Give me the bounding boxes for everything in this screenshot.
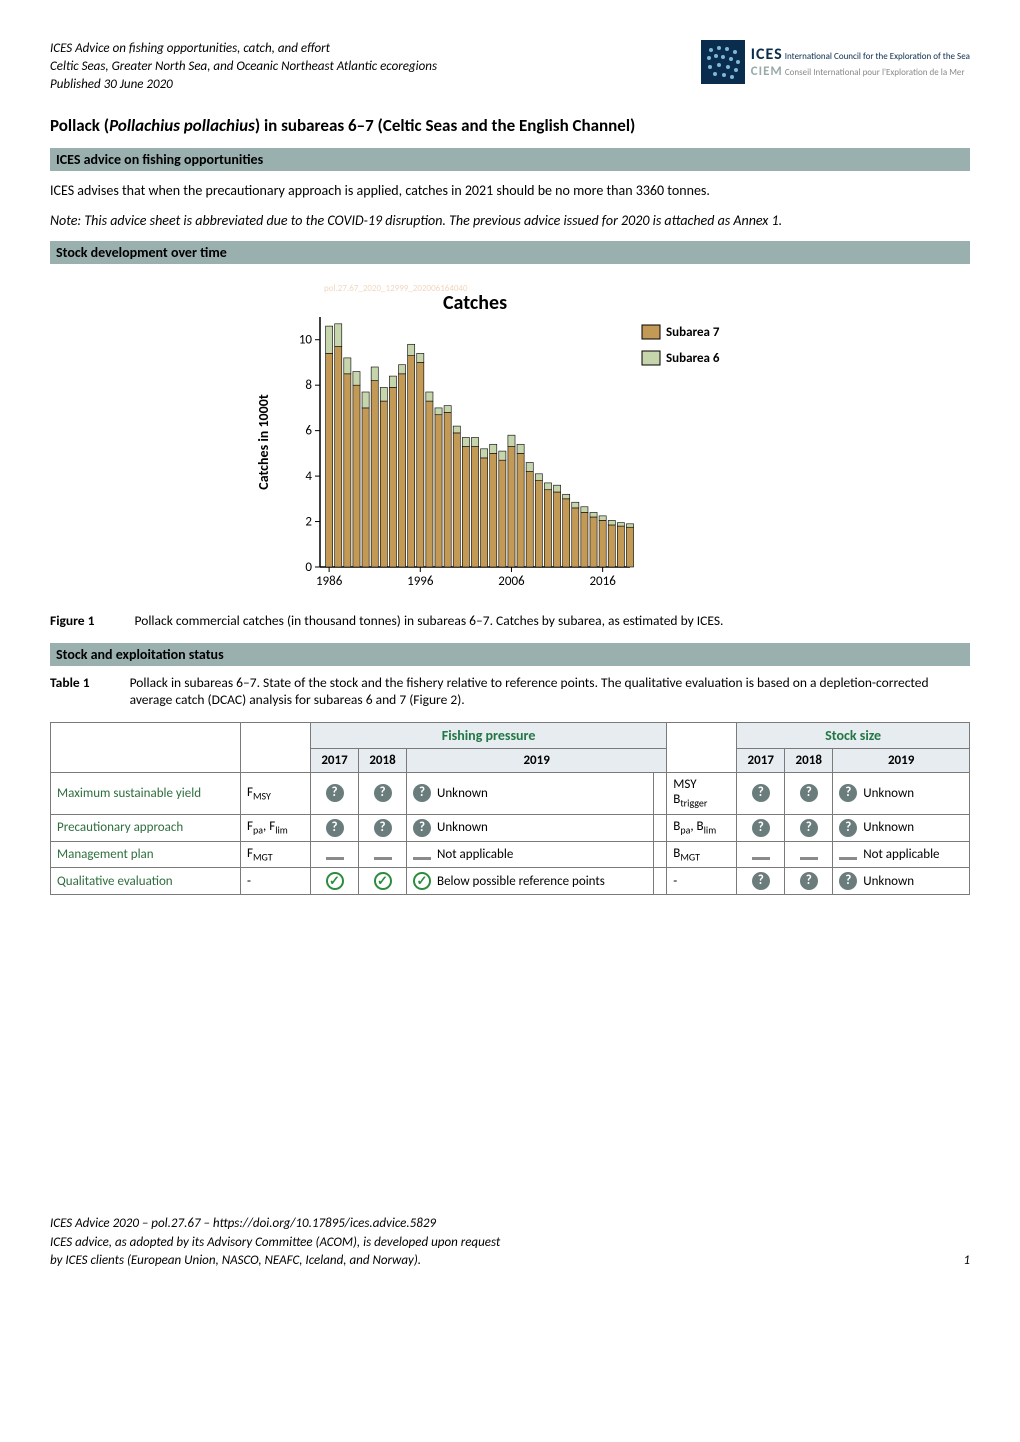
svg-text:4: 4 xyxy=(305,469,312,484)
table-row: Maximum sustainable yieldFMSY???UnknownM… xyxy=(51,773,970,815)
svg-text:6: 6 xyxy=(305,424,312,439)
header-left-block: ICES Advice on fishing opportunities, ca… xyxy=(50,40,437,95)
b-symbol: MSY Btrigger xyxy=(667,773,737,815)
logo-text: ICES International Council for the Explo… xyxy=(751,45,970,80)
logo-ices: ICES xyxy=(751,45,783,64)
table-row: Qualitative evaluation-✓✓✓Below possible… xyxy=(51,868,970,895)
table-row: Management planFMGTNot applicableBMGTNot… xyxy=(51,841,970,868)
svg-text:2016: 2016 xyxy=(589,574,616,589)
svg-text:1996: 1996 xyxy=(407,574,434,589)
row-label: Precautionary approach xyxy=(51,814,241,841)
footer-line1: ICES Advice 2020 – pol.27.67 – https://d… xyxy=(50,1215,970,1233)
catches-chart-svg: pol.27.67_2020_12999_202006164040Catches… xyxy=(250,272,770,602)
svg-text:0: 0 xyxy=(305,560,312,575)
f-symbol: Fpa, Flim xyxy=(241,814,311,841)
f-symbol: FMGT xyxy=(241,841,311,868)
ices-logo-block: ICES International Council for the Explo… xyxy=(701,40,970,84)
catches-chart: pol.27.67_2020_12999_202006164040Catches… xyxy=(50,272,970,606)
svg-text:Subarea 7: Subarea 7 xyxy=(666,325,720,340)
row-label: Qualitative evaluation xyxy=(51,868,241,895)
figure1-text: Pollack commercial catches (in thousand … xyxy=(135,612,971,629)
page-header: ICES Advice on fishing opportunities, ca… xyxy=(50,40,970,95)
advice-note: Note: This advice sheet is abbreviated d… xyxy=(50,211,970,231)
ices-logo-icon xyxy=(701,40,745,84)
table1-label: Table 1 xyxy=(50,674,90,708)
page-number: 1 xyxy=(963,1252,970,1270)
logo-ices-sub: International Council for the Exploratio… xyxy=(785,51,970,62)
row-label: Management plan xyxy=(51,841,241,868)
row-label: Maximum sustainable yield xyxy=(51,773,241,815)
svg-text:Catches in 1000t: Catches in 1000t xyxy=(255,394,272,490)
page-title: Pollack (Pollachius pollachius) in subar… xyxy=(50,115,970,136)
advice-paragraph: ICES advises that when the precautionary… xyxy=(50,181,970,201)
header-published-line: Published 30 June 2020 xyxy=(50,76,437,94)
b-symbol: - xyxy=(667,868,737,895)
section-bar-advice: ICES advice on fishing opportunities xyxy=(50,148,970,171)
section-bar-stockdev: Stock development over time xyxy=(50,241,970,264)
section-bar-status: Stock and exploitation status xyxy=(50,643,970,666)
page-footer: ICES Advice 2020 – pol.27.67 – https://d… xyxy=(50,1215,970,1270)
table1-caption: Table 1 Pollack in subareas 6–7. State o… xyxy=(50,674,970,708)
figure1-caption: Figure 1 Pollack commercial catches (in … xyxy=(50,612,970,629)
svg-text:2: 2 xyxy=(305,515,312,530)
b-symbol: Bpa, Blim xyxy=(667,814,737,841)
svg-text:10: 10 xyxy=(299,333,313,348)
fishing-pressure-header: Fishing pressure xyxy=(311,723,667,749)
svg-text:Subarea 6: Subarea 6 xyxy=(666,351,720,366)
status-table: Fishing pressureStock size20172018201920… xyxy=(50,722,970,895)
svg-text:Catches: Catches xyxy=(443,291,507,315)
figure1-label: Figure 1 xyxy=(50,612,95,629)
footer-line2: ICES advice, as adopted by its Advisory … xyxy=(50,1234,970,1252)
footer-line3: by ICES clients (European Union, NASCO, … xyxy=(50,1252,970,1270)
svg-text:8: 8 xyxy=(305,378,312,393)
stock-size-header: Stock size xyxy=(737,723,970,749)
table-row: Precautionary approachFpa, Flim???Unknow… xyxy=(51,814,970,841)
f-symbol: - xyxy=(241,868,311,895)
table1-text: Pollack in subareas 6–7. State of the st… xyxy=(130,674,970,708)
f-symbol: FMSY xyxy=(241,773,311,815)
logo-ciem: CIEM xyxy=(751,64,783,79)
header-ecoregion-line: Celtic Seas, Greater North Sea, and Ocea… xyxy=(50,58,437,76)
svg-text:1986: 1986 xyxy=(316,574,343,589)
header-advice-line: ICES Advice on fishing opportunities, ca… xyxy=(50,40,437,58)
b-symbol: BMGT xyxy=(667,841,737,868)
logo-ciem-sub: Conseil International pour l'Exploration… xyxy=(785,67,965,78)
svg-text:2006: 2006 xyxy=(498,574,525,589)
